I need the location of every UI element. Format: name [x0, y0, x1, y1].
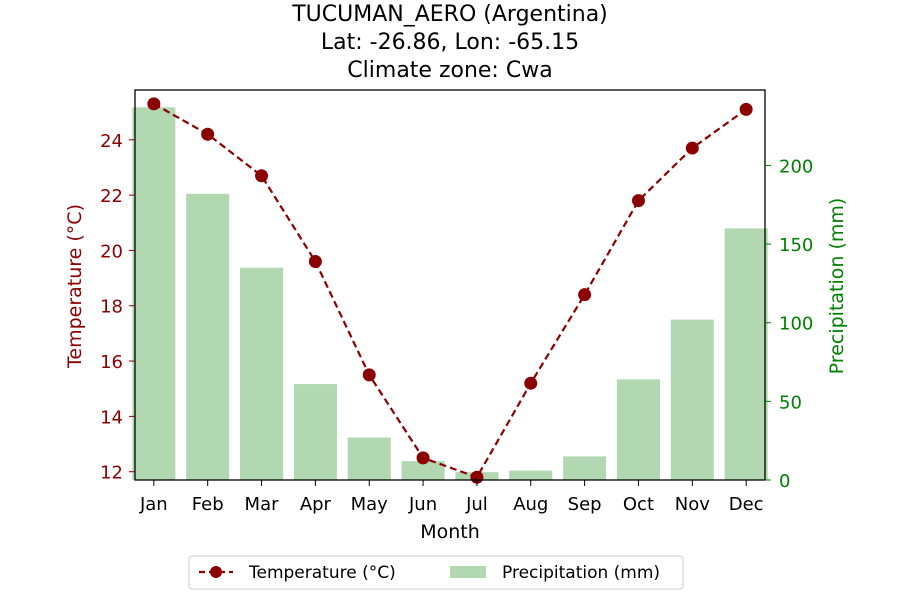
- precipitation-bar-feb: [186, 193, 230, 480]
- y-left-tick-label: 16: [100, 352, 123, 373]
- y-right-tick-label: 0: [779, 471, 790, 492]
- precipitation-bar-jun: [401, 461, 445, 480]
- chart-title-line-2: Lat: -26.86, Lon: -65.15: [321, 30, 579, 55]
- precipitation-bars: [132, 107, 768, 480]
- axes: Jan Feb Mar Apr May Jun Jul Aug Sep Oct Nov Dec 12 14…: [100, 89, 813, 515]
- x-tick-label: May: [351, 494, 389, 515]
- y-left-tick-label: 18: [100, 297, 123, 318]
- x-tick-label: Dec: [729, 494, 764, 515]
- x-tick-label: Jun: [408, 494, 437, 515]
- temperature-point-sep: [578, 288, 592, 302]
- precipitation-bar-nov: [670, 319, 714, 480]
- legend-precipitation-swatch: [450, 566, 486, 578]
- temperature-point-feb: [201, 127, 215, 141]
- y-left-tick-label: 24: [100, 131, 123, 152]
- y-left-tick-label: 14: [100, 407, 123, 428]
- temperature-point-nov: [685, 141, 699, 155]
- y-axis-label-left: Temperature (°C): [64, 204, 86, 369]
- temperature-series-line: [153, 102, 747, 479]
- x-axis-label: Month: [420, 521, 480, 543]
- x-tick-label: Mar: [245, 494, 280, 515]
- y-left-tick-label: 20: [100, 241, 123, 262]
- y-right-tick-label: 200: [779, 156, 813, 177]
- x-tick-label: Feb: [192, 494, 224, 515]
- x-tick-label: Nov: [675, 494, 710, 515]
- chart-title-line-1: TUCUMAN_AERO (Argentina): [291, 2, 608, 27]
- temperature-point-may: [362, 368, 376, 382]
- legend: Temperature (°C) Precipitation (mm): [188, 555, 684, 590]
- x-tick-label: Jul: [465, 494, 488, 515]
- precipitation-bar-jan: [132, 107, 176, 480]
- temperature-point-mar: [255, 169, 269, 183]
- x-tick-label: Apr: [300, 494, 332, 515]
- precipitation-bar-oct: [616, 379, 660, 480]
- chart-title: TUCUMAN_AERO (Argentina) Lat: -26.86, Lo…: [291, 2, 608, 83]
- y-right-tick-label: 100: [779, 314, 813, 335]
- precipitation-bar-aug: [509, 470, 553, 480]
- x-tick-label: Aug: [513, 494, 548, 515]
- legend-temperature-swatch-marker: [210, 566, 222, 578]
- y-left-tick-label: 12: [100, 463, 123, 484]
- temperature-point-aug: [524, 376, 538, 390]
- precipitation-bar-mar: [240, 267, 284, 480]
- x-tick-label: Jan: [139, 494, 168, 515]
- legend-precipitation-label: Precipitation (mm): [502, 563, 660, 583]
- y-right-tick-label: 50: [779, 392, 802, 413]
- y-axis-label-right: Precipitation (mm): [826, 198, 848, 375]
- temperature-point-dec: [739, 102, 753, 116]
- precipitation-bar-apr: [293, 384, 337, 480]
- temperature-line: [147, 97, 753, 484]
- legend-box: [188, 555, 684, 590]
- temperature-point-oct: [631, 194, 645, 208]
- temperature-point-apr: [308, 254, 322, 268]
- legend-temperature-label: Temperature (°C): [248, 563, 396, 583]
- plot-frame: [134, 89, 766, 481]
- chart-title-line-3: Climate zone: Cwa: [347, 58, 552, 83]
- precipitation-bar-sep: [563, 456, 607, 480]
- temperature-point-jan: [147, 97, 161, 111]
- temperature-point-jun: [416, 451, 430, 465]
- x-tick-label: Sep: [568, 494, 602, 515]
- y-left-tick-label: 22: [100, 186, 123, 207]
- y-right-tick-label: 150: [779, 235, 813, 256]
- precipitation-bar-may: [347, 437, 391, 480]
- precipitation-bar-dec: [724, 228, 768, 480]
- x-tick-label: Oct: [623, 494, 654, 515]
